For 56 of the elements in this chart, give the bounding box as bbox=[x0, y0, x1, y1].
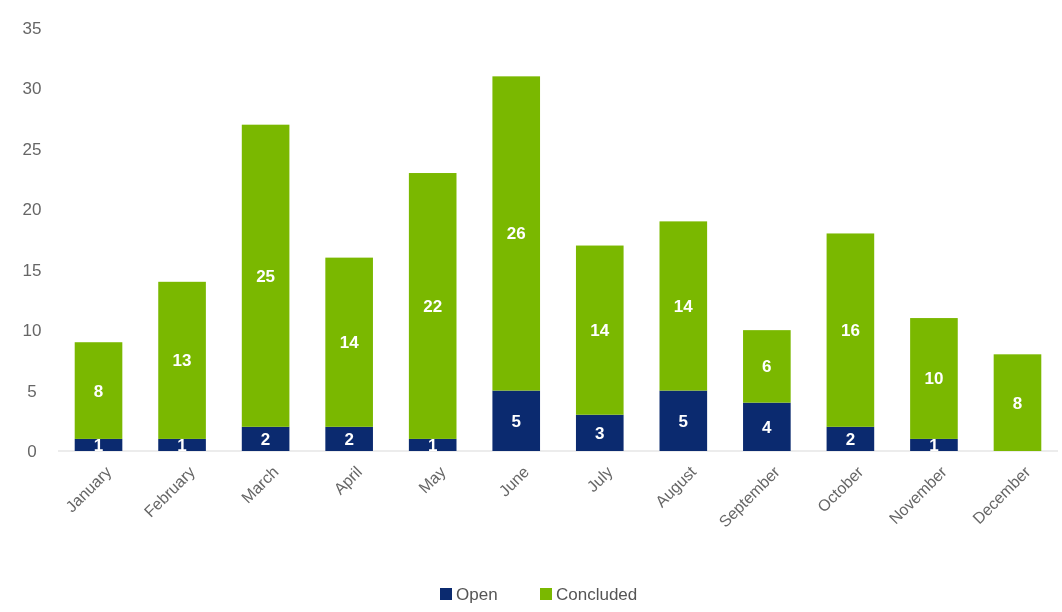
y-tick-label: 35 bbox=[22, 18, 42, 38]
data-label: 1 bbox=[427, 435, 438, 455]
bar bbox=[910, 318, 958, 439]
bar bbox=[743, 402, 791, 451]
y-tick-label: 20 bbox=[22, 200, 42, 220]
x-tick-label: May bbox=[415, 463, 449, 497]
data-label: 8 bbox=[93, 381, 104, 401]
data-label: 4 bbox=[762, 417, 773, 437]
bar bbox=[575, 245, 624, 415]
data-label: 5 bbox=[678, 411, 689, 431]
bar bbox=[826, 426, 875, 451]
bar bbox=[492, 76, 541, 391]
bar bbox=[325, 257, 373, 427]
y-tick-label: 30 bbox=[22, 79, 42, 99]
bar bbox=[659, 390, 708, 451]
bar bbox=[826, 233, 875, 427]
bar bbox=[408, 173, 457, 439]
y-tick-label: 25 bbox=[22, 139, 42, 159]
legend-label: Concluded bbox=[556, 584, 638, 604]
data-label: 22 bbox=[423, 296, 443, 316]
y-tick-label: 15 bbox=[22, 260, 42, 280]
data-label: 1 bbox=[177, 435, 187, 455]
legend-label: Open bbox=[456, 584, 498, 604]
data-label: 8 bbox=[1012, 393, 1023, 413]
data-label: 1 bbox=[93, 435, 104, 455]
data-label: 10 bbox=[924, 369, 944, 389]
bar bbox=[241, 124, 290, 427]
data-label: 25 bbox=[256, 266, 276, 286]
bar bbox=[910, 438, 958, 451]
bar bbox=[659, 221, 708, 391]
bar bbox=[993, 354, 1042, 451]
x-tick-label: July bbox=[583, 463, 616, 496]
bar bbox=[158, 438, 206, 451]
bar bbox=[325, 426, 373, 451]
data-label: 3 bbox=[595, 423, 605, 443]
data-label: 13 bbox=[172, 351, 192, 371]
data-label: 2 bbox=[344, 429, 354, 449]
data-label: 14 bbox=[590, 321, 610, 341]
y-tick-label: 10 bbox=[22, 321, 42, 341]
data-label: 1 bbox=[929, 435, 939, 455]
data-label: 26 bbox=[506, 224, 526, 244]
y-tick-label: 0 bbox=[27, 441, 37, 461]
data-label: 2 bbox=[845, 429, 856, 449]
bar bbox=[575, 414, 624, 451]
bar bbox=[743, 330, 791, 403]
data-label: 6 bbox=[762, 357, 772, 377]
bar bbox=[158, 281, 206, 439]
data-label: 16 bbox=[840, 321, 860, 341]
data-label: 2 bbox=[260, 429, 271, 449]
data-label: 14 bbox=[673, 296, 694, 316]
data-label: 5 bbox=[511, 411, 521, 431]
bar bbox=[492, 390, 541, 451]
bar bbox=[241, 426, 290, 451]
data-label: 14 bbox=[339, 333, 360, 353]
bar bbox=[74, 342, 123, 439]
y-tick-label: 5 bbox=[27, 381, 37, 401]
